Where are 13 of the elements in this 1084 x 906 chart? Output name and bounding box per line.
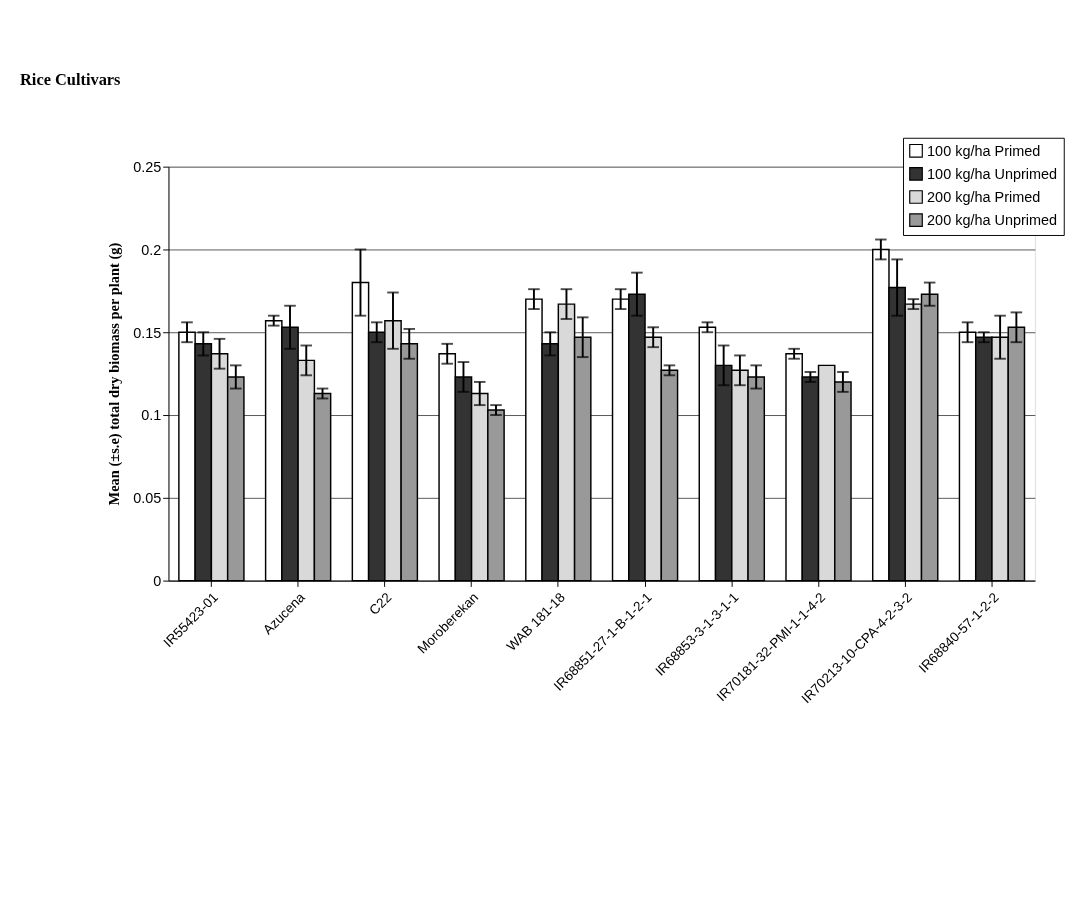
x-tick-label: C22 <box>366 589 395 618</box>
y-tick-label: 0.15 <box>133 324 162 341</box>
legend-label: 200 kg/ha Primed <box>927 188 1041 205</box>
legend-label: 200 kg/ha Unprimed <box>927 211 1058 228</box>
y-tick-label: 0.05 <box>133 490 162 507</box>
legend-label: 100 kg/ha Unprimed <box>927 165 1058 182</box>
y-tick-label: 0.2 <box>141 241 162 258</box>
chart-title: Rice Cultivars <box>20 70 121 90</box>
y-tick-label: 0 <box>153 572 162 589</box>
y-tick-label: 0.25 <box>133 158 162 175</box>
y-axis-title: Mean (±s.e) total dry biomass per plant (g) <box>105 242 123 506</box>
y-tick-label: 0.1 <box>141 407 162 424</box>
legend-label: 100 kg/ha Primed <box>927 142 1041 159</box>
